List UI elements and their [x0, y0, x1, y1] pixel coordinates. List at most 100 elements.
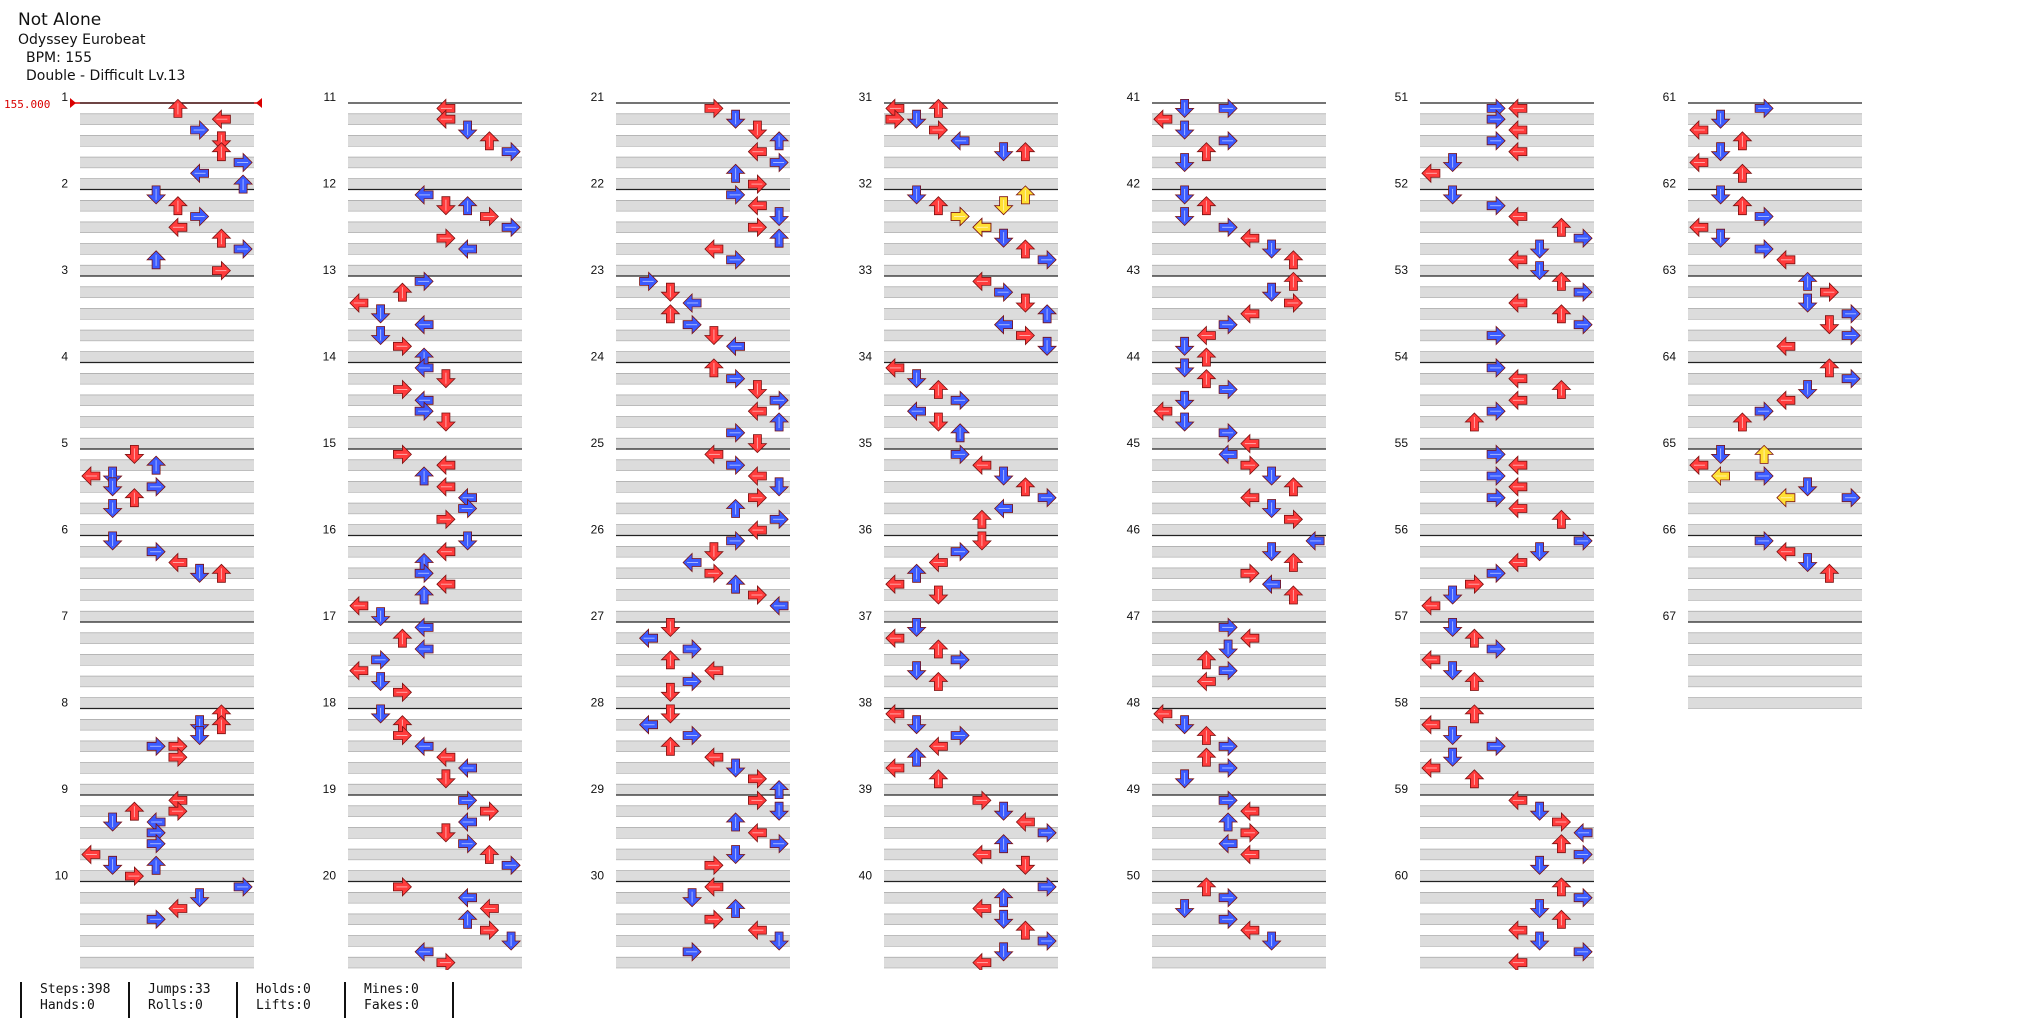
note-arrow [414, 271, 434, 292]
note-arrow [1508, 952, 1528, 970]
beat-band [1152, 589, 1326, 601]
beat-band [1420, 567, 1594, 579]
note-arrow [682, 941, 702, 962]
note-arrow [1486, 487, 1506, 508]
beat-band [1688, 654, 1862, 666]
note-arrow [1196, 671, 1216, 692]
note-arrow [660, 704, 681, 724]
note-arrow [211, 715, 232, 735]
beat-band [1152, 913, 1326, 925]
beat-band [1688, 459, 1862, 471]
note-arrow [769, 152, 789, 173]
beat-band [1688, 503, 1862, 514]
measure-number: 15 [323, 436, 337, 450]
stats-col-2: Jumps:33 Rolls:0 [128, 982, 211, 1018]
note-arrow [682, 552, 702, 573]
beat-band [1152, 849, 1326, 860]
mine-arrow [1711, 466, 1730, 486]
note-arrow [233, 239, 253, 259]
note-arrow [1174, 769, 1195, 789]
note-arrow [704, 563, 724, 584]
note-arrow [1573, 314, 1593, 335]
note-arrow [1196, 325, 1216, 346]
beat-band [1688, 157, 1862, 168]
note-arrow [1819, 315, 1840, 335]
beat-band [1152, 265, 1326, 276]
measure-number: 2 [61, 177, 68, 191]
note-arrow [1508, 552, 1528, 573]
beat-band [1152, 740, 1326, 752]
note-arrow [1305, 530, 1325, 551]
note-arrow [435, 769, 456, 789]
note-arrow [1196, 142, 1217, 162]
note-arrow [1196, 877, 1217, 897]
note-arrow [747, 920, 767, 941]
beat-band [1420, 740, 1594, 752]
note-arrow [479, 131, 500, 151]
note-arrow [1015, 142, 1036, 162]
beat-band [1688, 135, 1862, 147]
note-arrow [660, 282, 681, 302]
note-arrow [1218, 217, 1238, 238]
beat-band [80, 503, 254, 514]
note-arrow [704, 239, 724, 259]
beat-band [616, 697, 790, 709]
note-arrow [435, 412, 456, 432]
note-arrow [993, 888, 1014, 908]
note-arrow [189, 726, 210, 746]
beat-band [1152, 524, 1326, 536]
note-arrow [1153, 401, 1173, 422]
note-arrow [993, 834, 1014, 854]
note-arrow [1486, 563, 1506, 584]
note-arrow [349, 595, 369, 616]
measure-number: 63 [1663, 263, 1677, 277]
note-arrow [972, 952, 992, 970]
measure-number: 14 [323, 350, 337, 364]
note-arrow [769, 931, 790, 951]
beat-band [884, 957, 1058, 968]
measure-number: 8 [61, 696, 68, 710]
beat-band [1152, 113, 1326, 125]
beat-band [1688, 373, 1862, 385]
note-arrow [747, 401, 767, 422]
beat-band [1420, 546, 1594, 558]
beat-band [348, 416, 522, 428]
note-arrow [436, 109, 456, 130]
beat-band [1688, 221, 1862, 233]
lifts-count: Lifts:0 [256, 998, 311, 1013]
note-arrow [682, 671, 702, 692]
note-arrow [769, 595, 789, 616]
note-arrow [639, 271, 659, 292]
mine-arrow [993, 196, 1014, 216]
note-arrow [906, 185, 927, 205]
beat-band [348, 265, 522, 276]
measure: 30 [591, 869, 790, 969]
note-arrow [146, 455, 167, 475]
note-arrow [1797, 477, 1818, 497]
note-arrow [1174, 412, 1195, 432]
beat-band [1152, 611, 1326, 622]
note-arrow [190, 206, 210, 227]
note-arrow [950, 541, 970, 562]
beat-band [348, 351, 522, 363]
measure-number: 22 [591, 177, 605, 191]
note-arrow [1551, 909, 1572, 929]
beat-band [348, 135, 522, 147]
note-arrow [1218, 909, 1238, 930]
beat-band [348, 849, 522, 860]
note-arrow [457, 196, 478, 216]
measure: 21 [591, 90, 790, 190]
note-arrow [370, 304, 391, 324]
note-arrow [1037, 822, 1057, 843]
note-arrow [189, 888, 210, 908]
beat-band [348, 589, 522, 601]
note-arrow [725, 498, 746, 518]
note-arrow [885, 109, 905, 130]
measure-number: 41 [1127, 90, 1141, 104]
beat-band [1420, 957, 1594, 968]
note-arrow [993, 909, 1014, 929]
note-arrow [748, 790, 767, 811]
beat-band [616, 503, 790, 514]
measure-number: 44 [1127, 350, 1141, 364]
note-arrow [1261, 931, 1282, 951]
